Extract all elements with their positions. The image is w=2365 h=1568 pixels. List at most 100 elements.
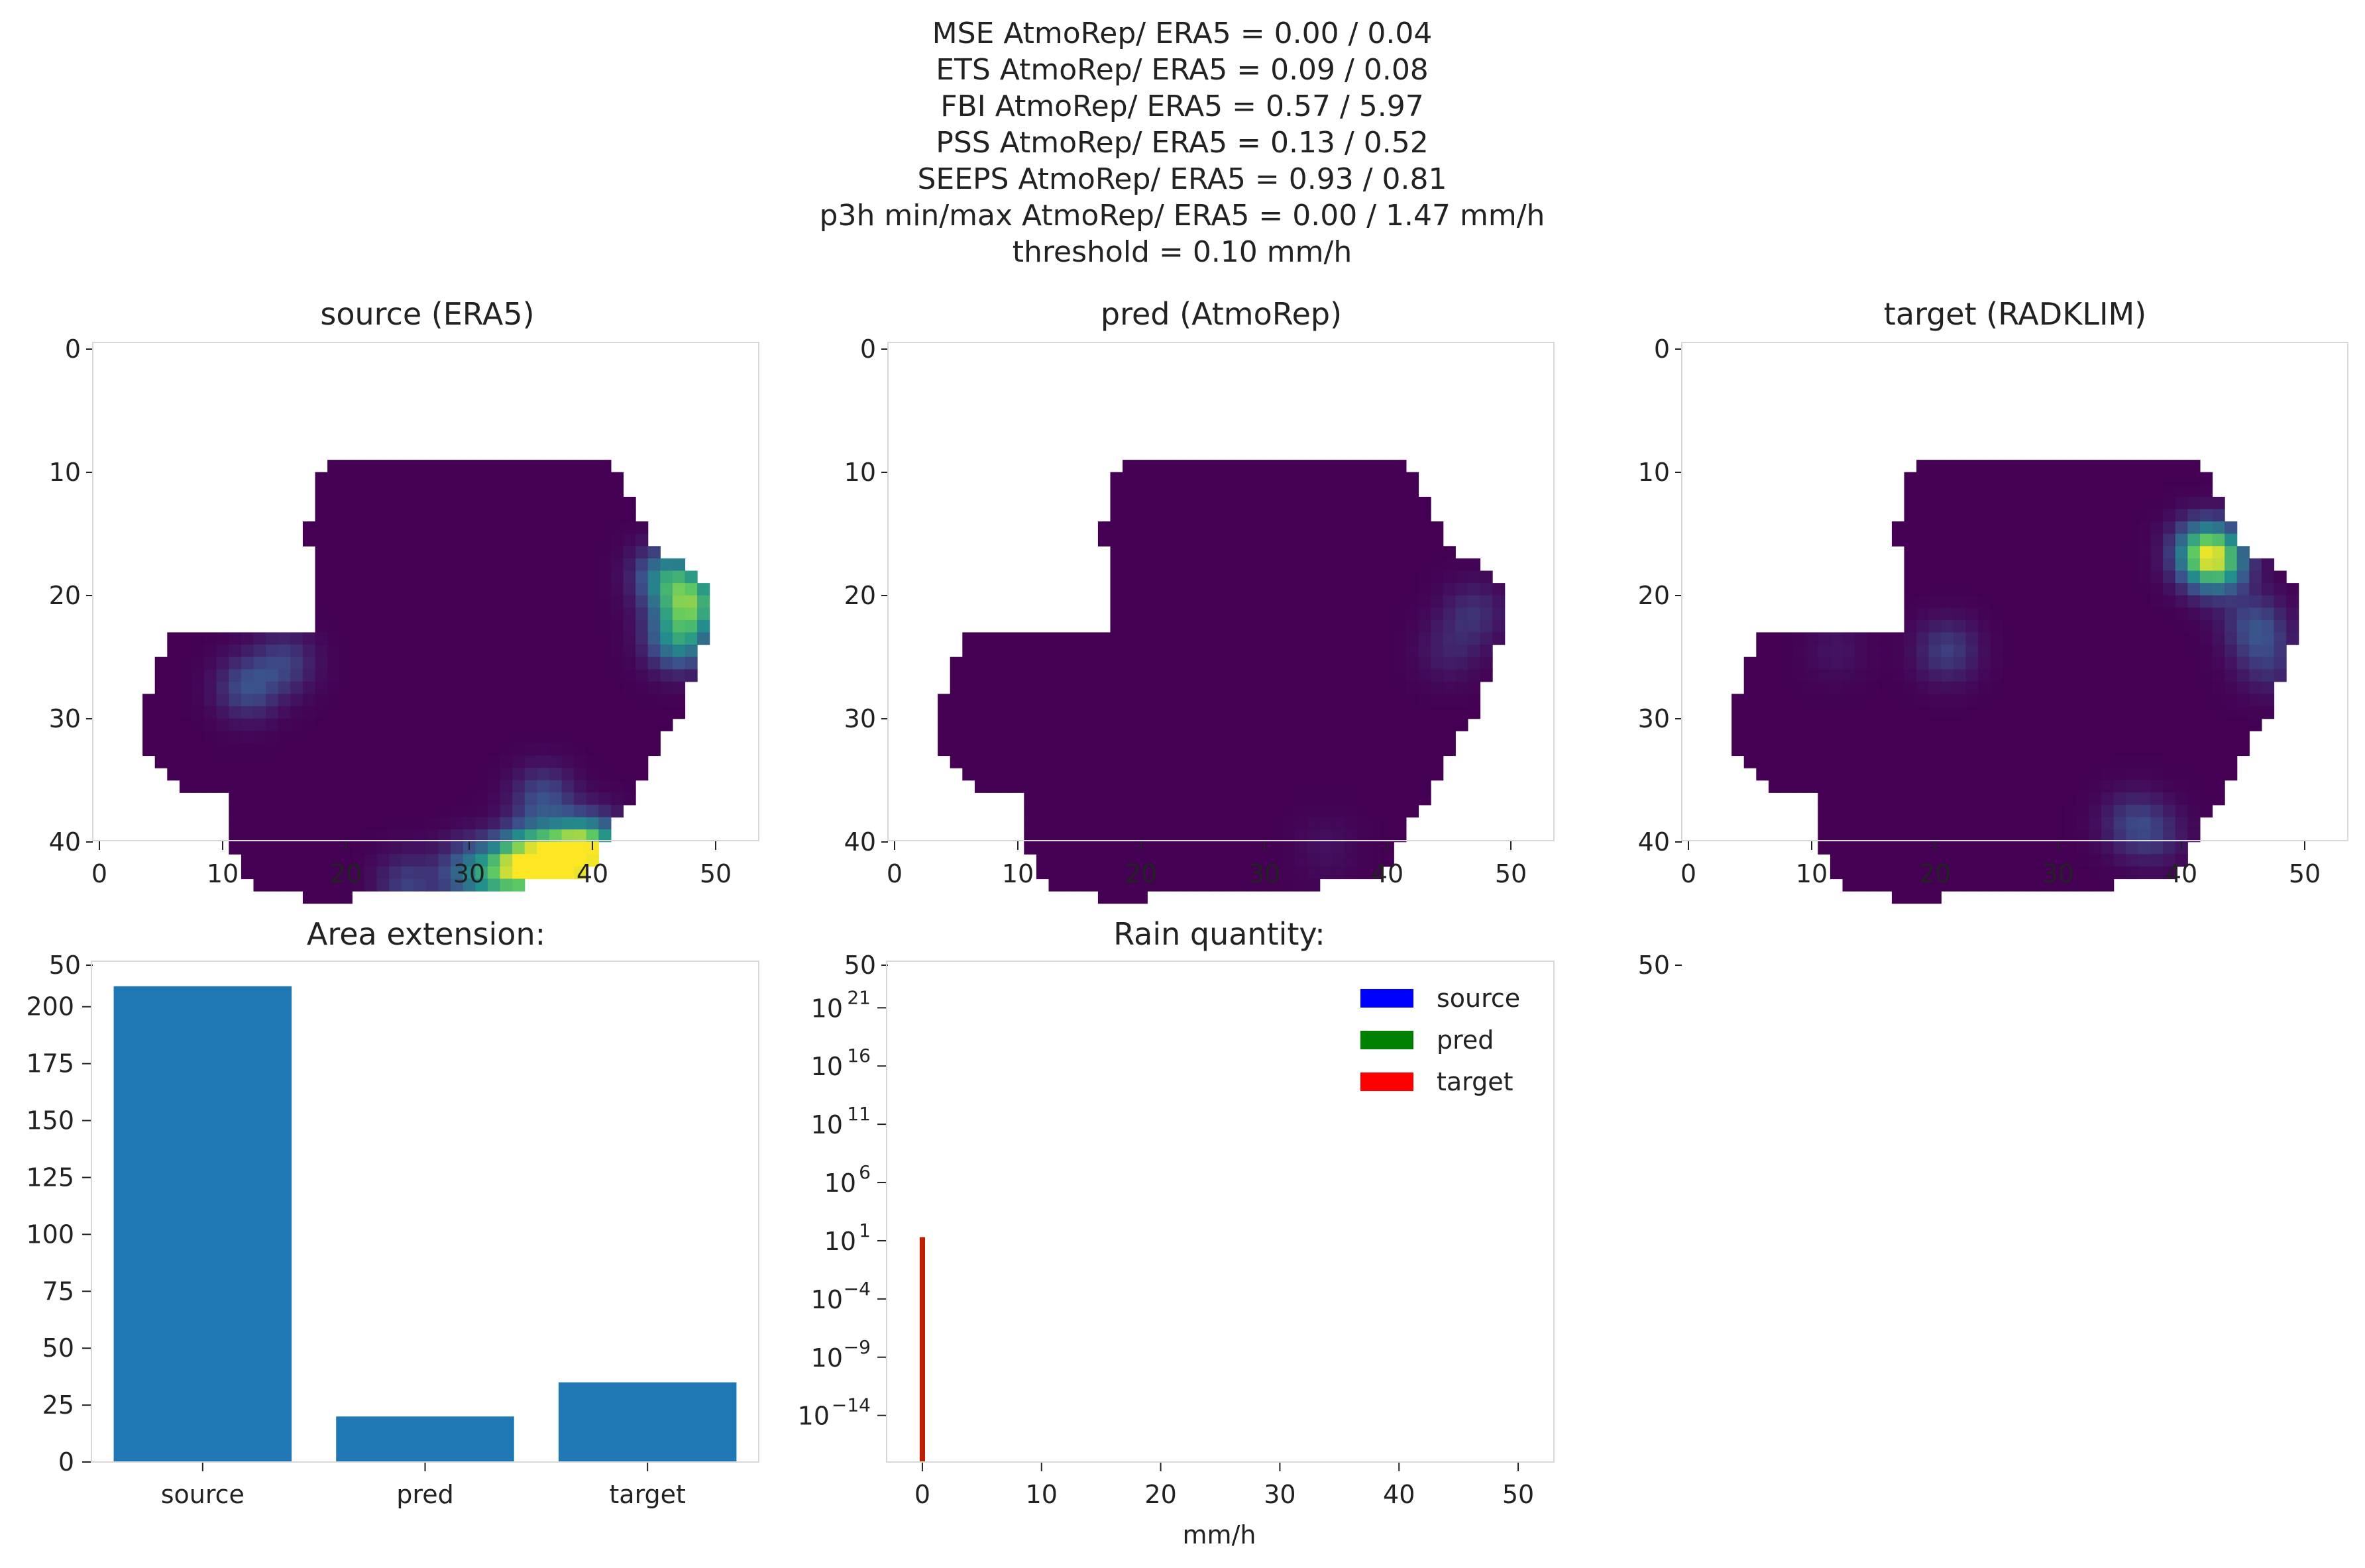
heatmap-cell: [2003, 570, 2016, 584]
heatmap-cell: [1270, 632, 1284, 645]
heatmap-cell: [2225, 632, 2238, 645]
heatmap-cell: [1319, 484, 1333, 497]
heatmap-cell: [1965, 694, 1979, 707]
heatmap-cell: [2064, 521, 2077, 535]
heatmap-cell: [1842, 804, 1855, 818]
heatmap-cell: [2101, 583, 2115, 596]
heatmap-cell: [1123, 706, 1136, 719]
heatmap-cell: [339, 768, 353, 781]
heatmap-cell: [1467, 570, 1481, 584]
heatmap-cell: [574, 706, 587, 719]
heatmap-cell: [1965, 607, 1979, 621]
heatmap-cell: [1123, 595, 1136, 608]
heatmap-cell: [512, 718, 525, 731]
heatmap-cell: [549, 607, 563, 621]
heatmap-cell: [512, 792, 525, 806]
heatmap-cell: [2014, 607, 2028, 621]
heatmap-cell: [438, 656, 451, 670]
heatmap-cell: [2089, 484, 2102, 497]
heatmap-cell: [425, 472, 439, 485]
heatmap-cell: [2027, 570, 2040, 584]
heatmap-cell: [1953, 731, 1967, 744]
heatmap-cell: [278, 718, 291, 731]
heatmap-cell: [266, 792, 279, 806]
heatmap-cell: [1295, 656, 1308, 670]
heatmap-cell: [339, 619, 353, 633]
heatmap-cell: [438, 878, 451, 892]
heatmap-cell: [1209, 570, 1222, 584]
heatmap-cell: [1830, 804, 1843, 818]
heatmap-cell: [2014, 669, 2028, 682]
heatmap-cell: [512, 521, 525, 535]
heatmap-cell: [2040, 509, 2053, 522]
heatmap-cell: [1184, 878, 1197, 892]
heatmap-cell: [2052, 669, 2065, 682]
heatmap-cell: [598, 632, 612, 645]
heatmap-cell: [451, 817, 464, 830]
heatmap-cell: [1356, 656, 1370, 670]
heatmap-cell: [1904, 681, 1917, 695]
heatmap-cell: [352, 546, 365, 559]
heatmap-cell: [2199, 484, 2213, 497]
heatmap-cell: [1978, 768, 1991, 781]
heatmap-cell: [524, 558, 537, 572]
heatmap-cell: [425, 706, 439, 719]
heatmap-cell: [413, 669, 427, 682]
heatmap-cell: [1879, 878, 1893, 892]
heatmap-cell: [1431, 645, 1444, 658]
heatmap-cell: [1159, 570, 1173, 584]
heatmap-cell: [487, 533, 501, 547]
heatmap-cell: [1492, 607, 1506, 621]
heatmap-cell: [2076, 768, 2090, 781]
heatmap-cell: [2101, 792, 2115, 806]
heatmap-cell: [1480, 656, 1493, 670]
heatmap-cell: [1381, 546, 1394, 559]
heatmap-cell: [2199, 792, 2213, 806]
heatmap-cell: [1270, 829, 1284, 843]
heatmap-cell: [2212, 645, 2225, 658]
heatmap-cell: [1110, 891, 1123, 904]
heatmap-cell: [1282, 509, 1296, 522]
heatmap-cell: [598, 595, 612, 608]
heatmap-cell: [216, 706, 229, 719]
heatmap-cell: [1904, 792, 1917, 806]
heatmap-cell: [2089, 854, 2102, 867]
heatmap-cell: [364, 755, 378, 768]
heatmap-cell: [1381, 854, 1394, 867]
heatmap-cell: [647, 595, 661, 608]
y-tick-label: 125: [26, 1163, 74, 1192]
heatmap-cell: [987, 645, 1000, 658]
heatmap-cell: [1381, 509, 1394, 522]
heatmap-cell: [1381, 681, 1394, 695]
heatmap-cell: [1209, 878, 1222, 892]
heatmap-cell: [1307, 731, 1321, 744]
heatmap-cell: [192, 645, 205, 658]
heatmap-cell: [315, 804, 328, 818]
heatmap-cell: [2076, 632, 2090, 645]
heatmap-cell: [2089, 546, 2102, 559]
heatmap-cell: [1793, 669, 1806, 682]
heatmap-cell: [2040, 731, 2053, 744]
heatmap-cell: [2101, 694, 2115, 707]
heatmap-cell: [2138, 583, 2152, 596]
heatmap-cell: [1172, 681, 1185, 695]
heatmap-cell: [2014, 681, 2028, 695]
heatmap-cell: [2150, 533, 2164, 547]
heatmap-cell: [339, 681, 353, 695]
heatmap-cell: [500, 546, 513, 559]
heatmap-cell: [2089, 829, 2102, 843]
heatmap-cell: [1830, 780, 1843, 793]
heatmap-cell: [487, 731, 501, 744]
heatmap-cell: [2138, 496, 2152, 510]
heatmap-cell: [1879, 743, 1893, 757]
heatmap-cell: [1418, 681, 1431, 695]
heatmap-cell: [672, 607, 686, 621]
heatmap-cell: [2150, 841, 2164, 855]
heatmap-cell: [1941, 841, 1954, 855]
heatmap-cell: [253, 878, 266, 892]
heatmap-cell: [1732, 731, 1745, 744]
heatmap-cell: [241, 681, 254, 695]
heatmap-cell: [2064, 694, 2077, 707]
heatmap-cell: [1048, 669, 1062, 682]
heatmap-cell: [401, 570, 414, 584]
